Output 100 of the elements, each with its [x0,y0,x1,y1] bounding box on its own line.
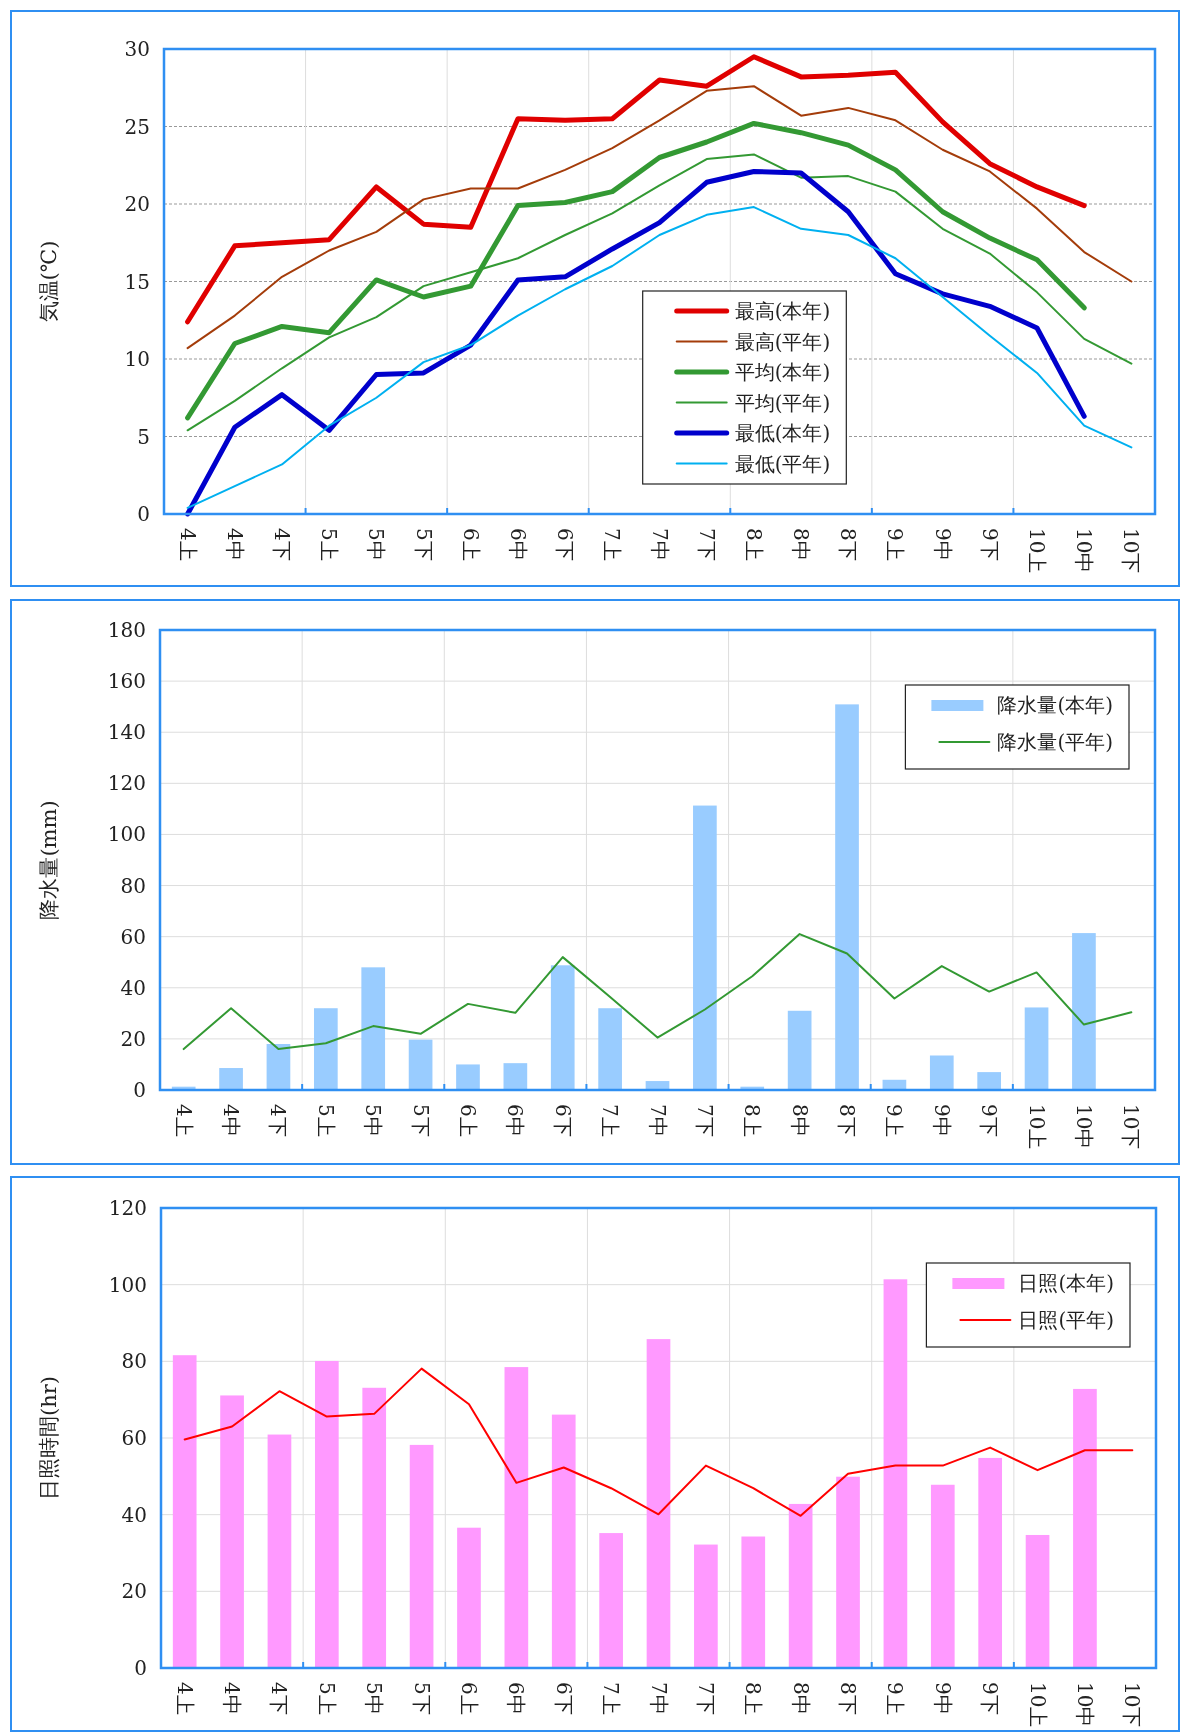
x-tick-label: 7下 [694,528,719,561]
x-tick-label: 4中 [219,1104,244,1137]
x-tick-label: 5中 [361,1104,386,1137]
legend-label: 最高(本年) [734,299,831,323]
x-tick-label: 10下 [1119,1104,1144,1150]
line-series [186,85,1133,350]
x-tick-label: 6中 [505,528,530,561]
bar [361,967,386,1090]
x-tick-label: 4下 [269,528,294,561]
x-tick-label: 6上 [458,528,483,561]
x-tick-label: 7中 [647,528,672,561]
bar [362,1387,387,1668]
legend-label: 最低(平年) [734,451,831,476]
bar [693,805,717,1090]
bar [978,1457,1003,1668]
x-tick-label: 7上 [599,1682,624,1715]
bar [694,1544,718,1668]
bar [172,1355,197,1668]
x-tick-label: 9中 [930,1682,955,1715]
x-tick-label: 6上 [455,1104,480,1137]
x-tick-label: 7上 [600,528,625,561]
x-tick-label: 6下 [551,1682,576,1715]
y-axis-title: 降水量(mm) [37,800,61,920]
line-series [186,206,1133,509]
x-tick-label: 4上 [172,1682,197,1715]
x-tick-label: 8上 [741,528,766,561]
y-tick-label: 160 [107,669,146,694]
x-tick-label: 6中 [504,1682,529,1715]
bar [314,1360,339,1668]
y-tick-label: 180 [107,618,146,642]
x-tick-label: 9中 [930,528,955,561]
y-tick-label: 0 [137,502,150,526]
bar [929,1055,954,1090]
x-tick-label: 4上 [171,1104,196,1137]
x-tick-label: 5上 [314,1682,339,1715]
y-tick-label: 20 [121,1579,147,1604]
x-tick-label: 9上 [882,1104,907,1137]
bar [456,1064,480,1090]
bar [977,1072,1002,1090]
x-tick-label: 10上 [1025,528,1050,574]
x-tick-label: 6中 [503,1104,528,1137]
x-tick-label: 9下 [977,528,1002,561]
line-series [183,1367,1134,1517]
x-tick-label: 8上 [740,1104,765,1137]
y-tick-label: 40 [121,1502,147,1527]
bar [788,1503,813,1668]
bar [267,1434,292,1668]
x-tick-label: 9下 [977,1104,1002,1137]
y-tick-label: 30 [124,37,150,61]
bar [1024,1007,1049,1090]
x-tick-label: 9上 [883,1682,908,1715]
x-tick-label: 5下 [411,528,436,561]
y-tick-label: 60 [120,924,146,949]
x-tick-label: 5上 [313,1104,338,1137]
y-tick-label: 140 [107,720,146,745]
legend-label: 日照(本年) [1018,1271,1114,1295]
x-tick-label: 10上 [1024,1104,1049,1150]
x-tick-label: 5下 [408,1104,433,1137]
x-tick-label: 6下 [553,528,578,561]
y-tick-label: 25 [124,114,150,139]
y-tick-label: 120 [107,771,146,796]
y-tick-label: 120 [108,1196,147,1220]
bar [741,1536,766,1668]
x-tick-label: 5下 [409,1682,434,1715]
x-tick-label: 8下 [835,1104,860,1137]
x-tick-label: 10中 [1072,1682,1097,1728]
x-tick-label: 10下 [1119,528,1144,574]
legend-label: 最高(平年) [734,329,831,354]
x-tick-label: 10上 [1025,1682,1050,1728]
x-tick-label: 4中 [220,1682,245,1715]
y-tick-label: 0 [134,1656,147,1680]
bar [883,1279,908,1668]
y-tick-label: 80 [120,873,146,898]
bar [550,965,575,1090]
bar [266,1044,291,1090]
y-tick-label: 100 [108,1272,147,1297]
x-tick-label: 9下 [978,1682,1003,1715]
bar [1025,1534,1050,1668]
x-tick-label: 4下 [267,1682,292,1715]
x-tick-label: 8中 [788,1682,813,1715]
legend-label: 降水量(平年) [997,730,1113,754]
x-tick-label: 5中 [362,1682,387,1715]
x-tick-label: 8下 [836,1682,861,1715]
bar [313,1008,338,1090]
x-tick-label: 9中 [929,1104,954,1137]
x-tick-label: 7中 [645,1104,670,1137]
x-tick-label: 5上 [317,528,342,561]
x-tick-label: 8中 [787,1104,812,1137]
y-axis-title: 気温(℃) [37,240,61,323]
y-tick-label: 0 [133,1078,146,1102]
bar [408,1039,433,1090]
x-tick-label: 8下 [836,528,861,561]
y-tick-label: 40 [120,975,146,1000]
y-tick-label: 5 [137,424,150,449]
x-tick-label: 4中 [222,528,247,561]
bar [503,1063,528,1090]
legend-label: 降水量(本年) [997,693,1113,717]
x-tick-label: 9上 [883,528,908,561]
y-tick-label: 10 [124,347,150,371]
bar [1073,1388,1097,1668]
